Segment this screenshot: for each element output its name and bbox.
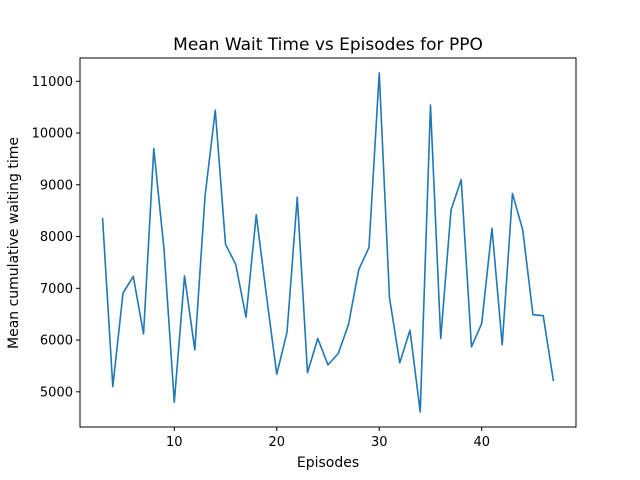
data-point [409, 329, 411, 331]
y-tick-label: 5000 [40, 385, 73, 400]
data-point [553, 380, 555, 382]
data-point [471, 346, 473, 348]
data-point [204, 195, 206, 197]
y-tick-label: 9000 [40, 178, 73, 193]
chart-title: Mean Wait Time vs Episodes for PPO [173, 35, 483, 55]
data-point [214, 109, 216, 111]
data-point [399, 362, 401, 364]
x-tick-label: 10 [166, 435, 183, 450]
data-point [276, 373, 278, 375]
y-tick-label: 10000 [32, 127, 73, 142]
data-point [450, 209, 452, 211]
y-tick-label: 7000 [40, 282, 73, 297]
data-point [245, 316, 247, 318]
data-point [153, 148, 155, 150]
data-point [430, 104, 432, 106]
data-point [337, 353, 339, 355]
data-point [317, 338, 319, 340]
data-point [255, 214, 257, 216]
data-point [122, 292, 124, 294]
x-tick-label: 20 [268, 435, 285, 450]
data-point [378, 72, 380, 74]
data-point [501, 344, 503, 346]
data-point [460, 179, 462, 181]
data-point [112, 386, 114, 388]
data-point [358, 269, 360, 271]
series-group [101, 72, 555, 413]
x-axis-ticks: 10 20 30 40 [166, 427, 490, 450]
y-tick-label: 11000 [32, 75, 73, 90]
data-point [512, 193, 514, 195]
series-line [101, 72, 555, 413]
data-point [132, 276, 134, 278]
x-tick-label: 40 [473, 435, 490, 450]
data-point [307, 372, 309, 374]
data-point [296, 196, 298, 198]
data-point [419, 411, 421, 413]
data-point [389, 297, 391, 299]
y-tick-label: 8000 [40, 230, 73, 245]
y-axis-label: Mean cumulative waiting time [6, 137, 22, 349]
data-point [266, 295, 268, 297]
data-point [194, 349, 196, 351]
y-tick-label: 6000 [40, 334, 73, 349]
plot-area-frame [79, 57, 577, 428]
x-axis-label: Episodes [297, 455, 359, 471]
data-point [286, 331, 288, 333]
data-point [522, 229, 524, 231]
data-point [532, 314, 534, 316]
data-point [348, 324, 350, 326]
data-point [184, 275, 186, 277]
data-point [368, 247, 370, 249]
data-point [491, 227, 493, 229]
data-point [143, 333, 145, 335]
data-point [327, 364, 329, 366]
data-point [542, 315, 544, 317]
data-point [225, 244, 227, 246]
data-point [163, 249, 165, 251]
data-point [235, 264, 237, 266]
data-point [102, 217, 104, 219]
data-point [440, 338, 442, 340]
x-tick-label: 30 [371, 435, 388, 450]
data-point [173, 401, 175, 403]
y-axis-ticks: 5000 6000 7000 8000 9000 10000 11000 [32, 75, 80, 400]
data-point [481, 323, 483, 325]
